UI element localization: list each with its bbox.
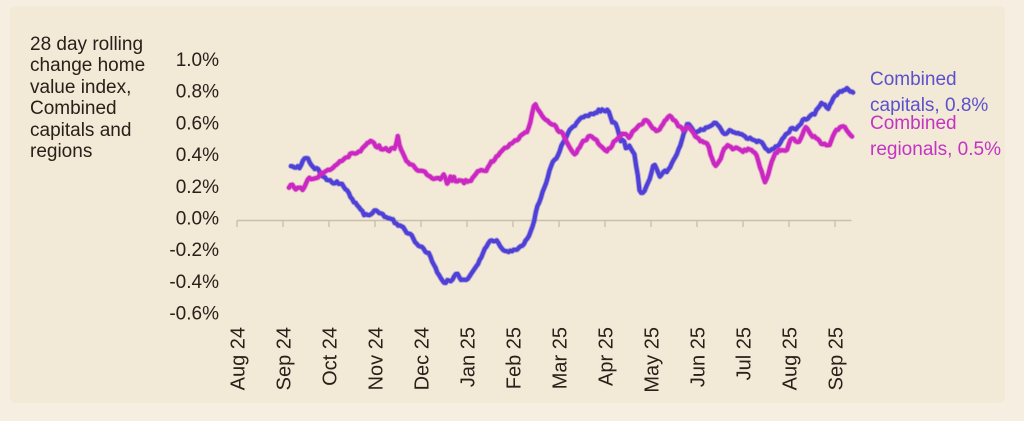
- svg-text:Aug 24: Aug 24: [227, 327, 249, 390]
- svg-text:Jun 25: Jun 25: [687, 327, 709, 387]
- svg-text:0.8%: 0.8%: [176, 82, 219, 103]
- svg-text:Feb 25: Feb 25: [503, 327, 525, 389]
- svg-text:Nov 24: Nov 24: [365, 327, 387, 390]
- svg-text:Apr 25: Apr 25: [595, 327, 617, 386]
- svg-text:0.2%: 0.2%: [176, 177, 219, 198]
- svg-text:0.0%: 0.0%: [176, 209, 219, 230]
- svg-text:1.0%: 1.0%: [176, 50, 219, 71]
- svg-text:Sep 24: Sep 24: [273, 327, 295, 390]
- svg-text:Oct 24: Oct 24: [319, 327, 341, 386]
- svg-text:Jul 25: Jul 25: [733, 327, 755, 380]
- svg-text:Aug 25: Aug 25: [779, 327, 801, 390]
- svg-text:-0.4%: -0.4%: [169, 272, 219, 293]
- svg-text:Mar 25: Mar 25: [549, 327, 571, 389]
- svg-text:0.4%: 0.4%: [176, 145, 219, 166]
- svg-text:Sep 25: Sep 25: [825, 327, 847, 390]
- svg-text:Dec 24: Dec 24: [411, 327, 433, 390]
- svg-text:Jan 25: Jan 25: [457, 327, 479, 387]
- svg-text:-0.6%: -0.6%: [169, 304, 219, 325]
- svg-text:0.6%: 0.6%: [176, 113, 219, 134]
- svg-text:May 25: May 25: [641, 327, 663, 393]
- svg-text:-0.2%: -0.2%: [169, 240, 219, 261]
